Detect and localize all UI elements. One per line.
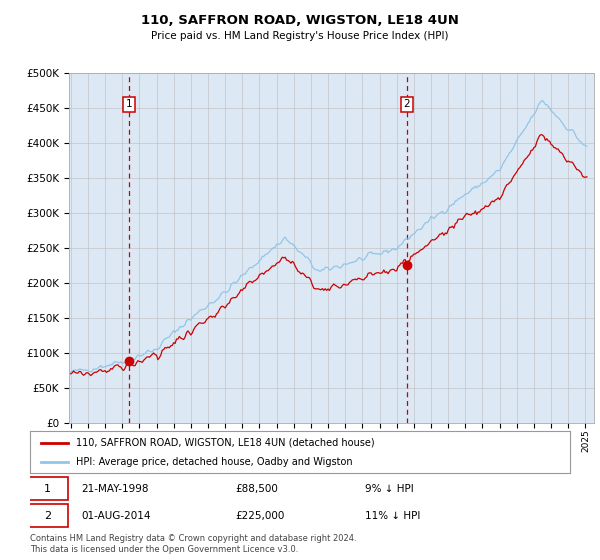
Text: 110, SAFFRON ROAD, WIGSTON, LE18 4UN: 110, SAFFRON ROAD, WIGSTON, LE18 4UN [141, 14, 459, 27]
FancyBboxPatch shape [28, 477, 68, 501]
Text: 21-MAY-1998: 21-MAY-1998 [82, 484, 149, 494]
Text: 1: 1 [125, 99, 132, 109]
Text: 11% ↓ HPI: 11% ↓ HPI [365, 511, 420, 521]
Text: 2: 2 [44, 511, 51, 521]
Text: £225,000: £225,000 [235, 511, 284, 521]
Text: 9% ↓ HPI: 9% ↓ HPI [365, 484, 413, 494]
Text: Contains HM Land Registry data © Crown copyright and database right 2024.
This d: Contains HM Land Registry data © Crown c… [30, 534, 356, 554]
Text: 110, SAFFRON ROAD, WIGSTON, LE18 4UN (detached house): 110, SAFFRON ROAD, WIGSTON, LE18 4UN (de… [76, 437, 374, 447]
Text: £88,500: £88,500 [235, 484, 278, 494]
Text: HPI: Average price, detached house, Oadby and Wigston: HPI: Average price, detached house, Oadb… [76, 457, 353, 467]
Text: 1: 1 [44, 484, 51, 494]
Text: Price paid vs. HM Land Registry's House Price Index (HPI): Price paid vs. HM Land Registry's House … [151, 31, 449, 41]
Text: 2: 2 [403, 99, 410, 109]
FancyBboxPatch shape [28, 504, 68, 528]
Text: 01-AUG-2014: 01-AUG-2014 [82, 511, 151, 521]
